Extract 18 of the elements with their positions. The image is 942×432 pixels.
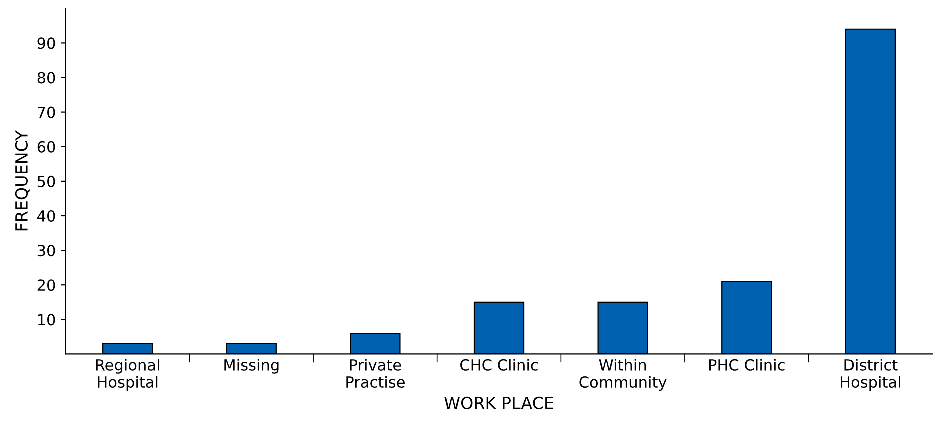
y-tick-label: 80 <box>38 72 56 84</box>
x-tick-label: District Hospital <box>841 359 900 391</box>
y-tick-label: 40 <box>38 210 56 222</box>
y-tick-label: 10 <box>38 314 56 326</box>
x-tick-label: Private Practise <box>346 359 405 388</box>
y-tick-label: 20 <box>38 280 56 292</box>
y-tick-label: 60 <box>38 141 56 153</box>
x-tick-label: CHC Clinic <box>460 359 538 371</box>
x-tick-label: Missing <box>224 359 279 374</box>
x-axis-title: WORK PLACE <box>444 396 554 410</box>
y-tick-label: 90 <box>38 38 56 50</box>
y-tick-label: 50 <box>38 176 56 188</box>
y-tick-label: 70 <box>38 106 56 118</box>
y-tick-label: 30 <box>38 245 56 257</box>
y-axis-title: FREQUENCY <box>15 130 30 231</box>
x-tick-label: PHC Clinic <box>710 359 785 371</box>
x-tick-label: Regional Hospital <box>96 359 160 391</box>
x-tick-label: Within Community <box>580 359 667 391</box>
